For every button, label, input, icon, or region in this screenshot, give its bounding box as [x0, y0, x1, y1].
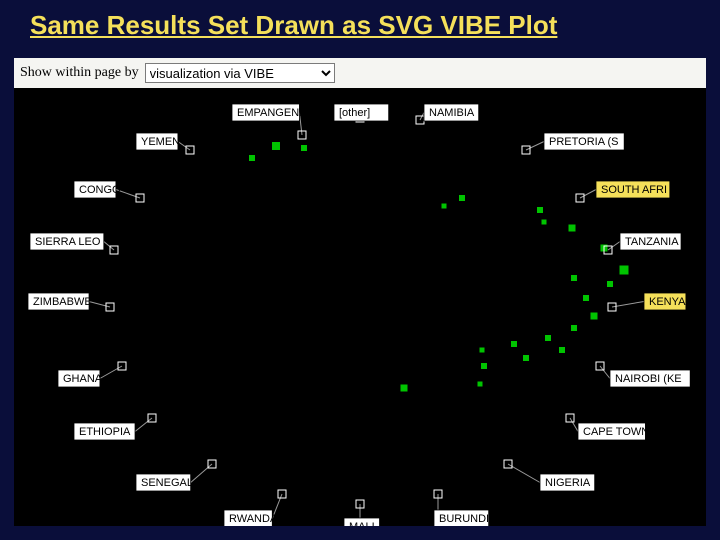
doc-marker[interactable]: [523, 355, 529, 361]
doc-marker[interactable]: [542, 220, 547, 225]
doc-marker[interactable]: [571, 275, 577, 281]
poi-label-congo: CONGO: [79, 184, 121, 196]
poi-label-mali: MALI: [349, 521, 375, 526]
doc-marker[interactable]: [537, 207, 543, 213]
poi-label-burundi: BURUNDI: [439, 513, 489, 525]
poi-label-capetown: CAPE TOWN: [583, 426, 649, 438]
doc-marker[interactable]: [559, 347, 565, 353]
slide: Same Results Set Drawn as SVG VIBE Plot …: [0, 0, 720, 540]
poi-label-empangeni: EMPANGENI: [237, 107, 302, 119]
doc-marker[interactable]: [545, 335, 551, 341]
poi-label-zimbabwe: ZIMBABWE: [33, 296, 92, 308]
vibe-plot: [other] EMPANGENI NAMIBIA YEMEN PRETORIA (S C…: [14, 88, 706, 526]
poi-label-other: [other]: [339, 107, 370, 119]
poi-label-nairobi: NAIROBI (KE: [615, 373, 682, 385]
poi-label-southafri: SOUTH AFRI: [601, 184, 667, 196]
doc-marker[interactable]: [569, 225, 576, 232]
doc-marker[interactable]: [442, 204, 447, 209]
doc-marker[interactable]: [459, 195, 465, 201]
poi-label-kenya: KENYA: [649, 296, 686, 308]
slide-title: Same Results Set Drawn as SVG VIBE Plot: [30, 10, 690, 41]
show-within-select-wrap: visualization via VIBE: [145, 63, 335, 83]
poi-label-nigeria: NIGERIA: [545, 477, 591, 489]
show-within-select[interactable]: visualization via VIBE: [145, 63, 335, 83]
show-within-bar: Show within page by visualization via VI…: [14, 58, 706, 88]
poi-label-pretoria: PRETORIA (S: [549, 136, 618, 148]
poi-label-ghana: GHANA: [63, 373, 103, 385]
doc-marker[interactable]: [272, 142, 280, 150]
poi-label-tanzania: TANZANIA: [625, 236, 679, 248]
doc-marker[interactable]: [607, 281, 613, 287]
doc-marker[interactable]: [301, 145, 307, 151]
doc-marker[interactable]: [583, 295, 589, 301]
vibe-plot-svg: [other] EMPANGENI NAMIBIA YEMEN PRETORIA (S C…: [14, 88, 706, 526]
poi-label-yemen: YEMEN: [141, 136, 180, 148]
doc-marker[interactable]: [249, 155, 255, 161]
show-within-label: Show within page by: [20, 65, 139, 81]
poi-label-rwanda: RWANDA: [229, 513, 278, 525]
doc-marker[interactable]: [401, 385, 408, 392]
doc-marker[interactable]: [478, 382, 483, 387]
poi-label-ethiopia: ETHIOPIA: [79, 426, 131, 438]
doc-marker[interactable]: [620, 266, 629, 275]
doc-marker[interactable]: [481, 363, 487, 369]
poi-label-namibia: NAMIBIA: [429, 107, 475, 119]
doc-marker[interactable]: [511, 341, 517, 347]
doc-marker[interactable]: [571, 325, 577, 331]
doc-marker[interactable]: [591, 313, 598, 320]
poi-label-senegal: SENEGAL: [141, 477, 193, 489]
doc-marker[interactable]: [480, 348, 485, 353]
poi-label-sierraleo: SIERRA LEO: [35, 236, 101, 248]
